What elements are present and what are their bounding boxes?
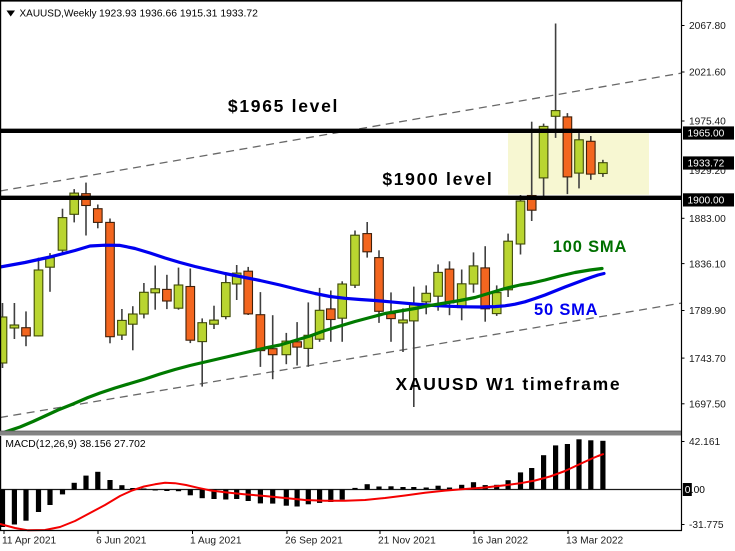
svg-text:13 Mar 2022: 13 Mar 2022 (566, 536, 624, 547)
svg-text:.00: .00 (691, 485, 705, 496)
svg-text:1929.20: 1929.20 (689, 166, 726, 177)
svg-text:0: 0 (685, 485, 691, 496)
svg-text:2067.80: 2067.80 (689, 21, 726, 32)
svg-text:2021.60: 2021.60 (689, 68, 726, 79)
svg-text:11 Apr 2021: 11 Apr 2021 (2, 536, 57, 547)
svg-text:MACD(12,26,9) 38.156 27.702: MACD(12,26,9) 38.156 27.702 (5, 439, 146, 450)
svg-text:1697.50: 1697.50 (689, 400, 726, 411)
svg-text:1743.70: 1743.70 (689, 354, 726, 365)
svg-text:1789.90: 1789.90 (689, 306, 726, 317)
svg-text:26 Sep 2021: 26 Sep 2021 (285, 536, 343, 547)
svg-text:1923.93 1936.66 1915.31 1933.7: 1923.93 1936.66 1915.31 1933.72 (99, 9, 258, 20)
svg-text:21 Nov 2021: 21 Nov 2021 (378, 536, 436, 547)
svg-text:6 Jun 2021: 6 Jun 2021 (96, 536, 147, 547)
svg-text:$1965 level: $1965 level (228, 96, 339, 116)
svg-text:$1900 level: $1900 level (382, 169, 493, 189)
svg-text:1900.00: 1900.00 (688, 196, 725, 207)
svg-text:1933.72: 1933.72 (688, 159, 725, 170)
svg-text:1975.40: 1975.40 (689, 117, 726, 128)
svg-text:1965.00: 1965.00 (688, 129, 725, 140)
svg-text:1883.00: 1883.00 (689, 214, 726, 225)
svg-text:1 Aug 2021: 1 Aug 2021 (190, 536, 242, 547)
svg-text:42.161: 42.161 (689, 437, 720, 448)
svg-text:16 Jan 2022: 16 Jan 2022 (472, 536, 528, 547)
svg-text:-31.775: -31.775 (689, 520, 724, 531)
svg-text:XAUUSD W1 timeframe: XAUUSD W1 timeframe (395, 374, 621, 394)
svg-text:XAUUSD,Weekly: XAUUSD,Weekly (20, 9, 97, 20)
svg-text:50 SMA: 50 SMA (534, 301, 598, 319)
svg-text:100 SMA: 100 SMA (553, 238, 627, 256)
svg-text:1836.10: 1836.10 (689, 259, 726, 270)
